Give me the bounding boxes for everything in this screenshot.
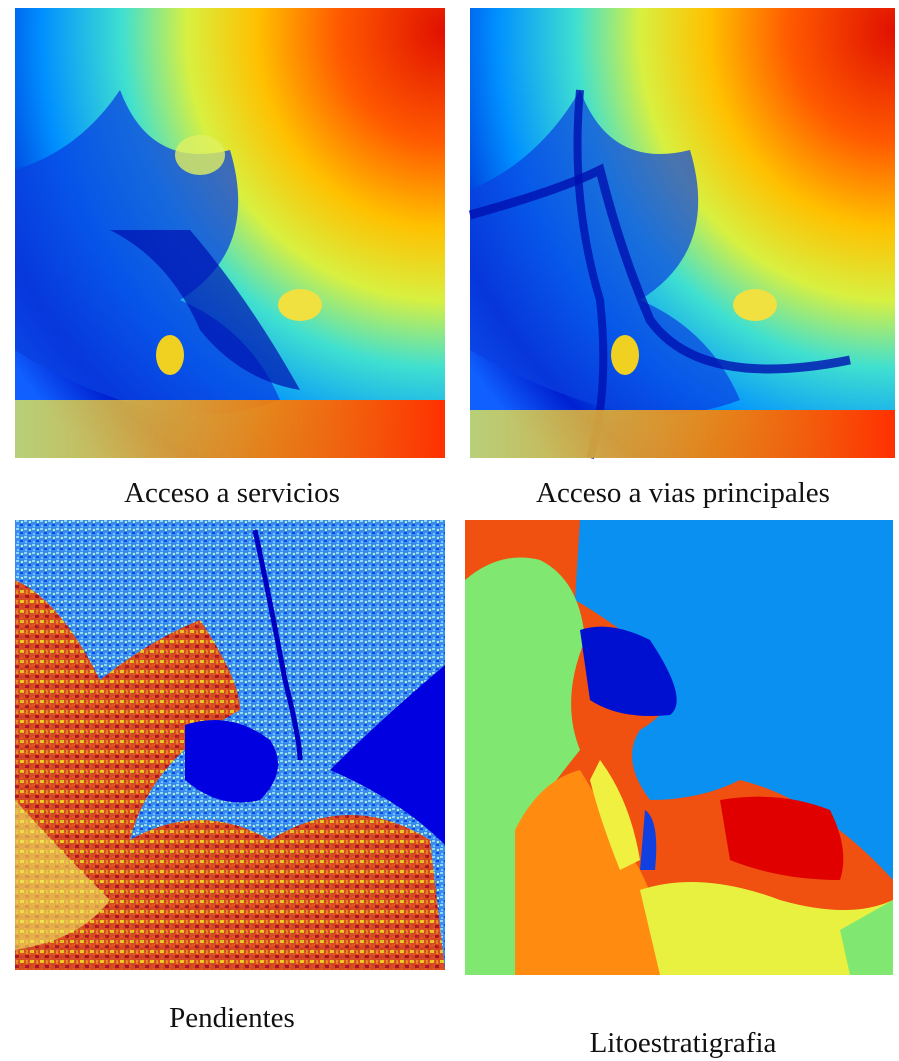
figure: Acceso a servicios Acceso a vias princip…: [0, 0, 899, 1061]
map-lithostratigraphy: [465, 520, 893, 975]
map-access-roads: [470, 8, 895, 458]
caption: Litoestratigrafia: [590, 1027, 777, 1059]
caption: Acceso a servicios: [124, 477, 340, 509]
caption: Pendientes: [169, 1002, 295, 1034]
caption: Acceso a vias principales: [536, 477, 830, 509]
map-slopes: [15, 520, 445, 970]
map-access-services: [15, 8, 445, 458]
